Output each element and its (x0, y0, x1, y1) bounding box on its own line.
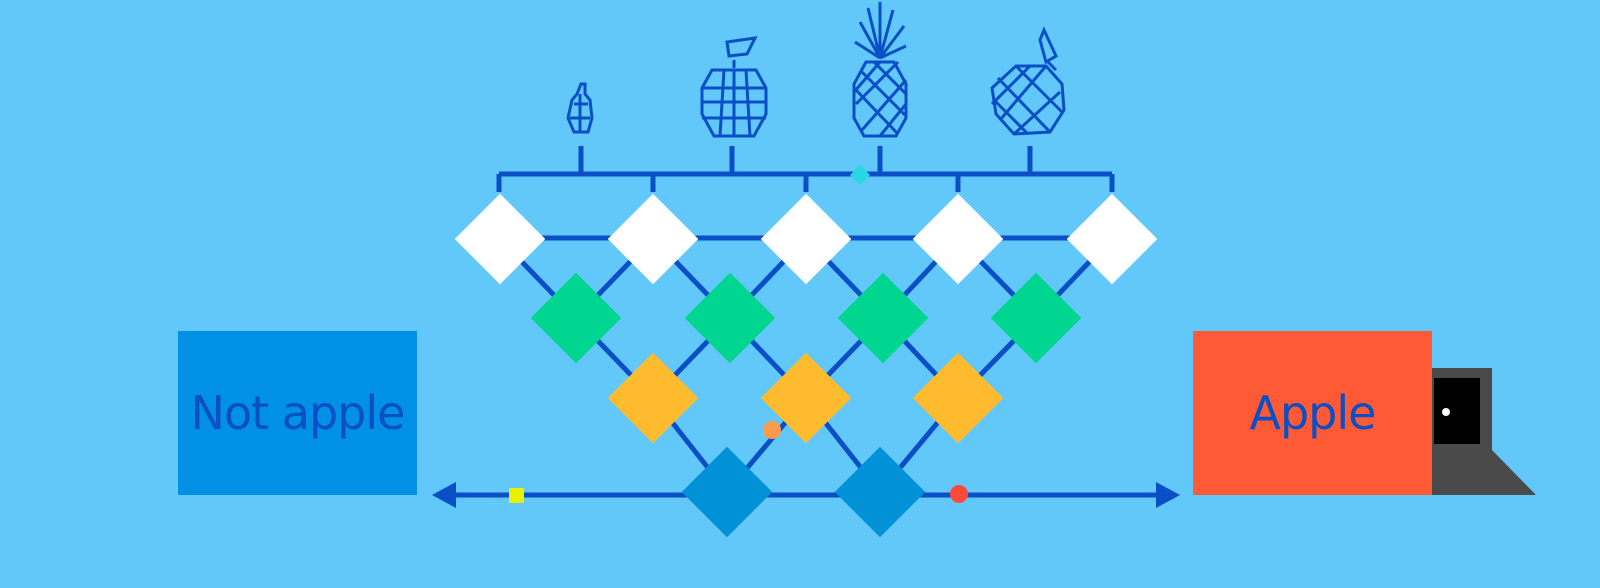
arrow-right-icon (1156, 482, 1180, 508)
signal-particle (850, 165, 870, 185)
not-apple-label: Not apple (190, 386, 406, 440)
laptop-icon (1430, 368, 1536, 495)
hidden-node (760, 352, 852, 444)
hidden-node (990, 272, 1082, 364)
orange-icon (990, 26, 1066, 136)
signal-particle (950, 485, 968, 503)
hidden-layer-2 (607, 352, 1004, 444)
signal-particles (509, 165, 968, 503)
hidden-layer-1 (530, 272, 1082, 364)
hidden-node (837, 272, 929, 364)
output-axis (432, 482, 1180, 508)
hidden-node (912, 352, 1004, 444)
hidden-node (684, 272, 776, 364)
input-connectors (496, 146, 1115, 192)
pineapple-icon (852, 2, 908, 138)
hidden-node (607, 352, 699, 444)
signal-particle (509, 488, 524, 503)
not-apple-box (178, 331, 417, 495)
output-node (681, 446, 773, 538)
output-node (834, 446, 926, 538)
apple-icon (700, 36, 768, 138)
arrow-left-icon (432, 482, 456, 508)
apple-box (1193, 331, 1432, 495)
pear-icon (566, 82, 594, 134)
output-layer (681, 446, 926, 538)
apple-label: Apple (1249, 386, 1377, 440)
signal-particle (763, 421, 781, 439)
hidden-node (530, 272, 622, 364)
